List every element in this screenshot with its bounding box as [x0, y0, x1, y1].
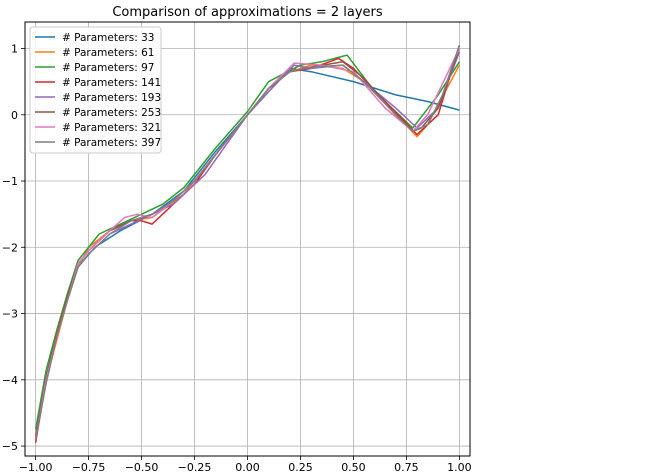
series-line-8: [34, 44, 461, 440]
legend-label: # Parameters: 321: [62, 122, 161, 134]
legend-box: [29, 26, 162, 154]
x-tick-label: 0.50: [341, 461, 366, 474]
legend-label: # Parameters: 397: [62, 137, 161, 149]
legend-label: # Parameters: 33: [62, 32, 154, 44]
x-tick-label: 0.00: [235, 461, 260, 474]
x-tick-label: −0.75: [72, 461, 106, 474]
y-tick-label: −4: [2, 374, 18, 387]
legend-label: # Parameters: 97: [62, 62, 154, 74]
grid: [25, 22, 470, 456]
y-tick-label: 0: [11, 109, 18, 122]
y-tick-label: −3: [2, 308, 18, 321]
x-tick-label: −1.00: [19, 461, 53, 474]
x-tick-label: −0.50: [125, 461, 159, 474]
y-tick-label: −5: [2, 440, 18, 453]
y-tick-label: −1: [2, 175, 18, 188]
chart-title: Comparison of approximations = 2 layers: [112, 5, 382, 20]
legend-label: # Parameters: 253: [62, 107, 161, 119]
y-tick-label: −2: [2, 241, 18, 254]
x-tick-label: 0.75: [394, 461, 419, 474]
x-axis: −1.00 −0.75 −0.50 −0.25 0.00 0.25 0.50 0.75 1.00: [19, 456, 472, 474]
x-tick-label: 1.00: [447, 461, 472, 474]
x-tick-label: −0.25: [178, 461, 212, 474]
legend-label: # Parameters: 141: [62, 77, 161, 89]
legend-label: # Parameters: 61: [62, 47, 154, 59]
x-tick-label: 0.25: [288, 461, 313, 474]
y-axis: −5 −4 −3 −2 −1 0 1: [2, 43, 25, 453]
legend: # Parameters: 33 # Parameters: 61 # Parame…: [29, 26, 162, 154]
legend-label: # Parameters: 193: [62, 92, 161, 104]
series-lines: [34, 44, 461, 443]
y-tick-label: 1: [11, 43, 18, 56]
